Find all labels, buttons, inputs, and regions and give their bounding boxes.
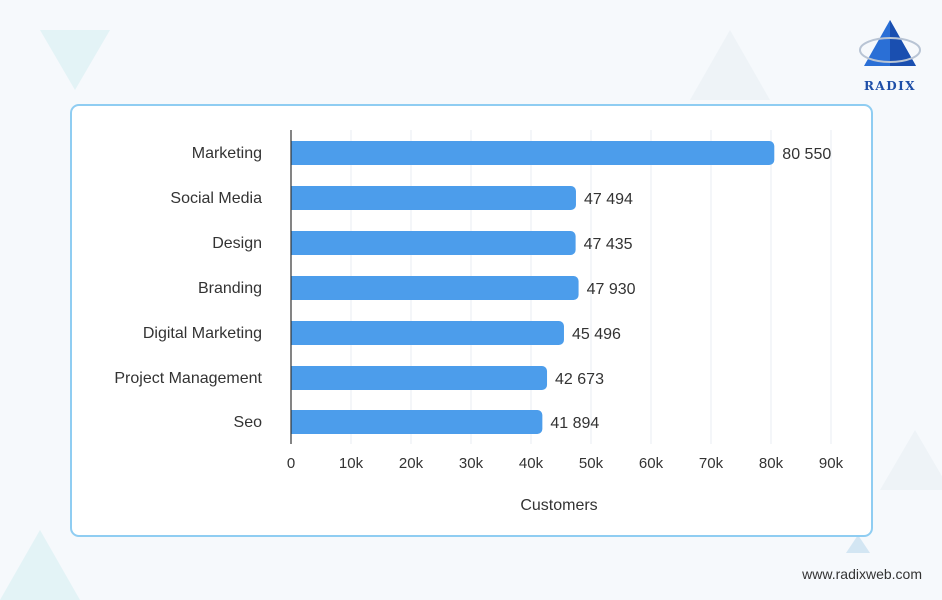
category-label: Design [212, 235, 262, 252]
x-tick-label: 90k [819, 455, 844, 472]
category-label: Marketing [192, 145, 262, 162]
bar [291, 321, 564, 345]
x-tick-label: 60k [639, 455, 664, 472]
category-label: Branding [198, 280, 262, 297]
value-label: 47 930 [587, 281, 636, 298]
bar-base [291, 321, 299, 345]
pyramid-icon [859, 20, 921, 66]
decor-triangle [846, 535, 870, 553]
x-tick-label: 20k [399, 455, 424, 472]
x-tick-label: 30k [459, 455, 484, 472]
value-label: 47 494 [584, 191, 633, 208]
category-label: Social Media [170, 190, 262, 207]
value-label: 45 496 [572, 326, 621, 343]
decor-triangle [690, 30, 770, 100]
logo-text: RADIX [863, 79, 917, 93]
x-tick-label: 80k [759, 455, 784, 472]
bar [291, 366, 548, 390]
bar-base [291, 276, 299, 300]
bar-base [291, 410, 299, 434]
decor-triangle [0, 530, 80, 600]
bar [291, 276, 579, 300]
website-link[interactable]: www.radixweb.com [802, 566, 922, 582]
bar-base [291, 141, 299, 165]
category-label: Project Management [114, 370, 262, 387]
radix-logo: RADIX [852, 18, 928, 93]
x-tick-label: 0 [287, 455, 295, 472]
x-tick-label: 10k [339, 455, 364, 472]
value-label: 42 673 [555, 371, 604, 388]
bar [291, 186, 576, 210]
category-label: Digital Marketing [143, 325, 262, 342]
x-tick-label: 70k [699, 455, 724, 472]
category-label: Seo [234, 414, 263, 431]
decor-triangle [880, 430, 942, 490]
bar-base [291, 366, 299, 390]
bar [291, 231, 576, 255]
x-tick-label: 50k [579, 455, 604, 472]
x-tick-label: 40k [519, 455, 544, 472]
value-label: 80 550 [782, 146, 831, 163]
bar-base [291, 186, 299, 210]
bar [291, 141, 775, 165]
value-label: 47 435 [584, 236, 633, 253]
value-label: 41 894 [550, 415, 599, 432]
bar [291, 410, 543, 434]
x-axis-title: Customers [520, 497, 597, 514]
bar-base [291, 231, 299, 255]
